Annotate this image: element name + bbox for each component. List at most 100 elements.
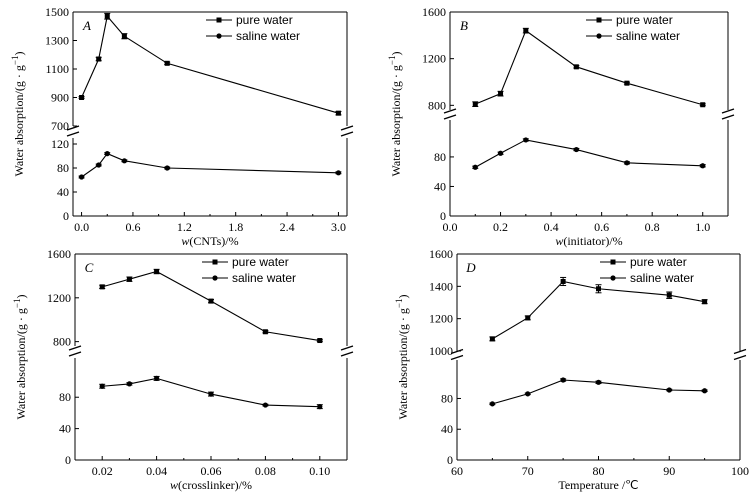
legend-label: pure water — [616, 13, 673, 27]
data-point-square — [99, 284, 105, 290]
x-tick-label: 60 — [451, 464, 463, 478]
data-point-square — [164, 60, 170, 66]
series-line-saline-water — [492, 379, 705, 405]
legend-marker-circle — [610, 275, 616, 281]
panel-d: 60 70 80 90 100 1000 1200 1400 1600 0 40 80 Water ab… — [394, 247, 749, 492]
x-tick-label: 0.0 — [443, 220, 458, 234]
data-point-square — [317, 338, 323, 344]
y-tick-label: 1200 — [47, 291, 71, 305]
data-point-square — [335, 110, 341, 116]
data-point-square — [523, 28, 529, 34]
data-point-circle — [121, 158, 127, 164]
y-tick-label: 0 — [440, 209, 446, 223]
x-axis-label: Temperature /℃ — [558, 478, 638, 492]
x-tick-label: 100 — [731, 464, 749, 478]
y-tick-label: 120 — [51, 137, 69, 151]
x-tick-label: 0.6 — [125, 220, 140, 234]
data-point-circle — [96, 162, 102, 168]
x-tick-label: 1.2 — [177, 220, 192, 234]
x-tick-label: 0.04 — [146, 464, 167, 478]
x-tick-label: 0.2 — [493, 220, 508, 234]
y-tick-label: 80 — [59, 390, 71, 404]
series-line-saline-water — [102, 377, 320, 408]
x-axis-label: w(CNTs)/% — [181, 234, 238, 248]
data-point-circle — [208, 391, 214, 397]
y-axis-label: Water absorption/(g · g−1) — [12, 295, 28, 420]
axis-break-mark — [443, 108, 457, 114]
data-point-square — [573, 64, 579, 70]
data-point-square — [472, 101, 478, 107]
data-point-circle — [489, 401, 495, 407]
x-tick-label: 0.0 — [74, 220, 89, 234]
legend-label: saline water — [630, 271, 694, 285]
data-point-square — [79, 95, 85, 100]
panel-label: D — [465, 260, 476, 275]
panel-a: 0.0 0.6 1.2 1.8 2.4 3.0 700 900 1100 1300 1500 0 40 8… — [10, 5, 354, 248]
data-point-square — [489, 336, 495, 342]
axis-break-mark — [340, 125, 354, 131]
series-line-pure-water — [492, 280, 705, 340]
series-line-pure-water — [475, 29, 703, 106]
x-tick-label: 3.0 — [331, 220, 346, 234]
data-point-square — [560, 278, 566, 284]
data-point-circle — [262, 402, 268, 408]
y-tick-label: 80 — [441, 391, 453, 405]
data-point-circle — [573, 146, 579, 153]
x-axis-label: w(initiator)/% — [555, 234, 622, 248]
data-point-circle — [126, 381, 132, 387]
data-point-circle — [154, 375, 160, 381]
axis-break-mark — [733, 354, 747, 361]
y-tick-label: 1200 — [429, 312, 453, 326]
series-line-saline-water — [81, 152, 339, 178]
y-axis-label: Water absorption/(g · g−1) — [10, 52, 26, 177]
y-tick-label: 800 — [53, 335, 71, 349]
x-tick-label: 70 — [522, 464, 534, 478]
data-point-circle — [595, 379, 602, 385]
data-point-square — [700, 102, 706, 108]
series-line-pure-water — [102, 270, 320, 342]
legend-label: saline water — [232, 271, 296, 285]
y-tick-label: 1600 — [429, 247, 453, 261]
y-tick-label: 40 — [441, 422, 453, 436]
axis-break-mark — [450, 354, 464, 361]
axis-break-mark — [66, 125, 80, 131]
legend-marker-square — [596, 17, 602, 23]
legend-marker-square — [212, 259, 218, 265]
legend-label: pure water — [232, 255, 289, 269]
y-tick-label: 0 — [63, 209, 69, 223]
data-point-circle — [666, 387, 672, 393]
panel-label: B — [460, 18, 468, 33]
y-tick-label: 80 — [57, 161, 69, 175]
axis-break-mark — [66, 131, 80, 137]
y-tick-label: 1400 — [429, 279, 453, 293]
axis-break-mark — [721, 114, 735, 120]
axis-break-mark — [68, 351, 82, 357]
y-tick-label: 1600 — [422, 5, 446, 19]
x-tick-label: 1.8 — [228, 220, 243, 234]
y-axis-label: Water absorption/(g · g−1) — [387, 52, 403, 177]
data-point-circle — [99, 383, 105, 389]
y-tick-label: 40 — [59, 422, 71, 436]
legend-marker-circle — [212, 275, 218, 281]
data-point-square — [624, 80, 630, 86]
x-tick-label: 80 — [593, 464, 605, 478]
axis-break-mark — [733, 348, 747, 355]
legend-marker-square — [216, 17, 222, 23]
data-point-circle — [78, 174, 85, 180]
x-tick-label: 0.4 — [544, 220, 559, 234]
series-line-saline-water — [475, 139, 703, 168]
data-point-square — [96, 56, 102, 62]
y-tick-label: 900 — [51, 91, 69, 105]
y-tick-label: 0 — [447, 453, 453, 467]
x-tick-label: 2.4 — [280, 220, 295, 234]
data-point-square — [498, 91, 504, 97]
panel-c: 0.02 0.04 0.06 0.08 0.10 800 1200 1600 0 40 80 Wate… — [12, 247, 354, 492]
series-line-pure-water — [81, 15, 339, 114]
data-point-circle — [497, 150, 504, 156]
legend-marker-circle — [596, 33, 602, 39]
x-tick-label: 0.8 — [645, 220, 660, 234]
data-point-square — [702, 299, 708, 305]
x-tick-label: 0.10 — [309, 464, 330, 478]
data-point-circle — [624, 160, 630, 166]
